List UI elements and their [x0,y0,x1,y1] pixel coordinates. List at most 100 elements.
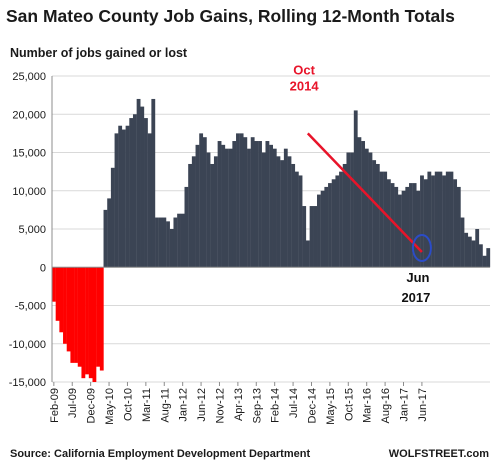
bar-positive [438,171,443,268]
x-tick-label: May-15 [325,388,337,425]
bar-positive [386,179,391,268]
bar-negative [66,267,71,352]
bar-positive [232,141,237,268]
bar-negative [74,267,78,363]
bar-positive [136,98,141,268]
bar-positive [460,217,465,268]
x-tick-label: Jul-14 [288,388,300,418]
x-tick-label: May-10 [104,388,116,425]
x-tick-label: Feb-14 [270,388,282,423]
bar-positive [324,186,329,268]
peak-annotation-year: 2014 [290,78,320,93]
bar-positive [147,133,152,268]
bar-positive [121,129,126,268]
latest-annotation-year: 2017 [401,290,430,305]
bar-positive [195,144,200,268]
bar-positive [236,133,240,268]
x-tick-label: Mar-16 [362,388,374,423]
bar-negative [85,267,89,375]
bar-positive [412,183,417,268]
bar-positive [390,183,395,268]
bar-positive [431,175,435,268]
bar-positive [151,98,156,268]
bar-positive [269,144,273,268]
bar-positive [155,217,159,268]
x-tick-label: Mar-11 [141,388,153,422]
y-tick-label: 5,000 [18,224,46,236]
x-tick-label: Sep-13 [251,388,263,423]
bar-positive [177,213,181,268]
bar-positive [423,179,428,268]
bar-positive [294,171,299,268]
bar-positive [317,194,321,268]
bar-positive [191,156,196,268]
bar-positive [221,144,226,268]
bar-positive [456,186,461,268]
bar-positive [107,198,112,268]
bar-positive [405,186,410,268]
y-tick-label: 15,000 [12,148,46,160]
bar-positive [445,171,450,268]
bar-positive [409,183,413,268]
bar-positive [346,152,351,268]
x-tick-label: Aug-16 [380,388,392,423]
bar-positive [427,171,432,268]
bar-positive [287,156,292,268]
bar-positive [368,152,373,268]
bar-negative [77,267,82,367]
bar-positive [247,148,251,268]
y-tick-label: 25,000 [12,71,46,83]
bar-negative [55,267,60,321]
bar-positive [453,179,458,268]
bar-positive [173,217,178,268]
x-tick-label: Dec-14 [306,388,318,423]
bar-positive [272,148,277,268]
bar-positive [213,156,218,268]
latest-annotation-month: Jun [406,270,429,285]
bar-negative [88,267,93,379]
bar-positive [372,160,377,268]
axes [51,76,490,386]
bar-positive [283,148,288,268]
bar-positive [361,141,366,268]
bar-positive [335,175,340,268]
bar-positive [188,163,193,268]
x-tick-label: Dec-09 [86,388,98,423]
x-tick-label: Jun-17 [417,388,429,422]
bar-positive [486,248,491,268]
x-tick-label: Feb-09 [49,388,61,423]
bar-positive [471,240,476,268]
bar-positive [140,106,145,268]
bar-negative [70,267,75,363]
bar-positive [302,206,307,268]
bar-negative [81,267,86,379]
bar-negative [52,267,56,302]
bar-positive [258,141,262,268]
bar-negative [63,267,67,344]
bar-negative [59,267,64,333]
bar-positive [110,167,115,268]
bar-positive [467,236,472,268]
brand-label: WOLFSTREET.com [388,448,489,460]
x-tick-label: Aug-11 [159,388,171,423]
bar-positive [328,183,332,268]
bar-positive [397,194,402,268]
bar-positive [103,209,108,268]
bar-positive [420,175,424,268]
x-tick-labels: Feb-09 Jul-09 Dec-09 May-10 Oct-10 Mar-11 Aug-… [49,388,429,425]
bar-positive [478,244,483,268]
bar-positive [342,163,347,268]
bar-positive [320,190,325,268]
x-tick-label: Apr-13 [233,388,245,421]
x-tick-label: Jun-12 [196,388,208,422]
bar-positive [239,133,244,268]
y-tick-label: -15,000 [9,377,46,389]
bar-positive [132,114,137,268]
bar-positive [475,229,480,268]
bar-positive [144,118,148,268]
chart-title: San Mateo County Job Gains, Rolling 12-M… [6,6,455,26]
bar-positive [298,175,303,268]
bar-positive [166,221,170,268]
bar-positive [305,240,310,268]
